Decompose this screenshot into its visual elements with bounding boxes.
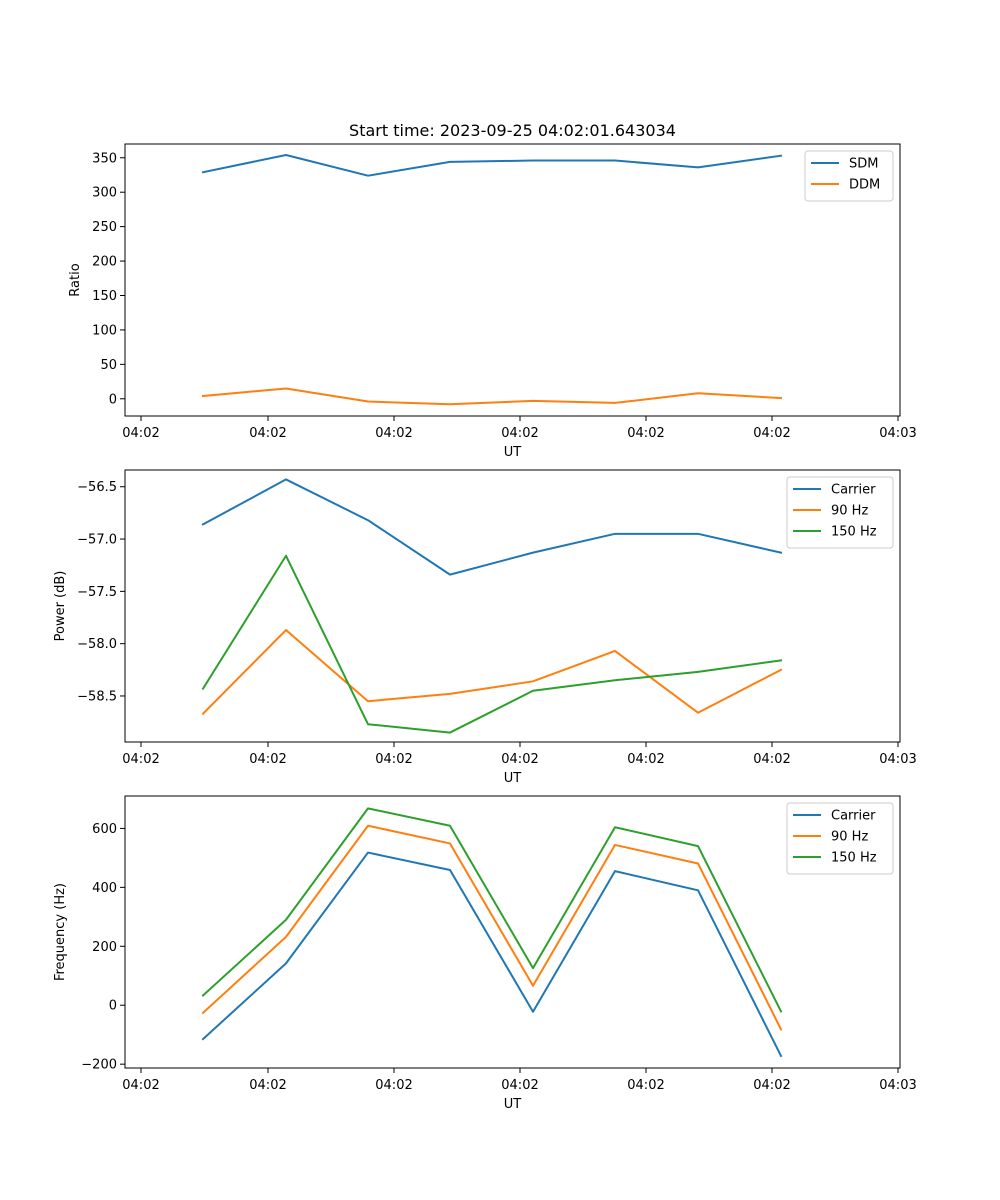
x-tick-label: 04:02 [501, 1078, 538, 1093]
legend-label: Carrier [831, 809, 876, 824]
chart-panel-2: −58.5 −58.0 −57.5 −57.0 −56.5 04:02 04:02 04:02… [53, 469, 917, 786]
y-tick-label: 200 [92, 255, 117, 270]
axes-frame [124, 143, 901, 417]
y-tick-label: −57.0 [77, 533, 117, 548]
x-tick-label: 04:03 [879, 426, 916, 441]
x-tick-label: 04:02 [627, 1078, 664, 1093]
legend-label: 150 Hz [831, 525, 877, 540]
y-axis-label: Ratio [68, 263, 83, 296]
legend-label: 90 Hz [831, 504, 868, 519]
y-tick-label: 100 [92, 323, 117, 338]
x-tick-label: 04:02 [753, 1078, 790, 1093]
y-axis-label: Frequency (Hz) [53, 883, 68, 981]
y-axis-label: Power (dB) [53, 571, 68, 642]
legend-label: Carrier [831, 483, 876, 498]
x-tick-label: 04:02 [249, 752, 286, 767]
legend-label: 150 Hz [831, 851, 877, 866]
y-tick-label: −200 [81, 1058, 117, 1073]
y-tick-label: −57.5 [77, 585, 117, 600]
x-axis-label: UT [504, 1097, 522, 1112]
y-tick-label: 250 [92, 220, 117, 235]
legend: SDM DDM [804, 150, 894, 202]
y-tick-label: 200 [92, 940, 117, 955]
series-group [201, 154, 783, 406]
y-tick-label: −56.5 [77, 480, 117, 495]
series-group [201, 807, 783, 1058]
legend-label: DDM [849, 178, 880, 193]
series-line-90-hz [201, 629, 783, 716]
legend-label: SDM [849, 157, 878, 172]
series-line-ddm [201, 387, 783, 406]
x-tick-label: 04:02 [122, 426, 159, 441]
axes-frame [124, 469, 901, 743]
series-line-90-hz [201, 824, 783, 1031]
x-tick-label: 04:02 [375, 1078, 412, 1093]
y-tick-label: 600 [92, 822, 117, 837]
x-tick-label: 04:02 [375, 752, 412, 767]
plot-area [125, 144, 900, 416]
series-line-sdm [201, 154, 783, 177]
x-tick-label: 04:02 [753, 752, 790, 767]
x-tick-label: 04:02 [501, 426, 538, 441]
x-tick-label: 04:02 [501, 752, 538, 767]
chart-panel-1: 0 50 100 150 200 250 300 350 04:02 04:02 04:02 04:0… [68, 121, 917, 460]
legend: Carrier 90 Hz 150 Hz [786, 476, 894, 549]
charts: 0 50 100 150 200 250 300 350 04:02 04:02 04:02 04:0… [53, 121, 917, 1112]
series-line-carrier [201, 478, 783, 576]
y-tick-label: −58.0 [77, 637, 117, 652]
x-axis-label: UT [504, 771, 522, 786]
series-line-carrier [201, 851, 783, 1058]
x-tick-label: 04:02 [375, 426, 412, 441]
x-tick-label: 04:02 [249, 426, 286, 441]
y-tick-label: 150 [92, 289, 117, 304]
y-tick-label: 400 [92, 881, 117, 896]
chart-panel-3: −200 0 200 400 600 04:02 04:02 04:02 04:02 04:02 0… [53, 795, 917, 1112]
axes-frame [124, 795, 901, 1069]
x-tick-label: 04:02 [122, 1078, 159, 1093]
y-tick-label: 350 [92, 151, 117, 166]
series-line-150-hz [201, 807, 783, 1013]
x-tick-label: 04:02 [249, 1078, 286, 1093]
x-tick-label: 04:02 [627, 426, 664, 441]
x-tick-label: 04:03 [879, 752, 916, 767]
series-group [201, 478, 783, 734]
x-axis-label: UT [504, 445, 522, 460]
y-tick-label: 50 [100, 358, 117, 373]
y-tick-label: 300 [92, 186, 117, 201]
y-tick-label: 0 [109, 392, 117, 407]
x-tick-label: 04:03 [879, 1078, 916, 1093]
chart-title: Start time: 2023-09-25 04:02:01.643034 [349, 121, 676, 140]
y-tick-label: 0 [109, 999, 117, 1014]
x-tick-label: 04:02 [753, 426, 790, 441]
legend: Carrier 90 Hz 150 Hz [786, 802, 894, 875]
x-tick-label: 04:02 [627, 752, 664, 767]
x-tick-label: 04:02 [122, 752, 159, 767]
y-tick-label: −58.5 [77, 689, 117, 704]
legend-label: 90 Hz [831, 830, 868, 845]
series-line-150-hz [201, 554, 783, 734]
